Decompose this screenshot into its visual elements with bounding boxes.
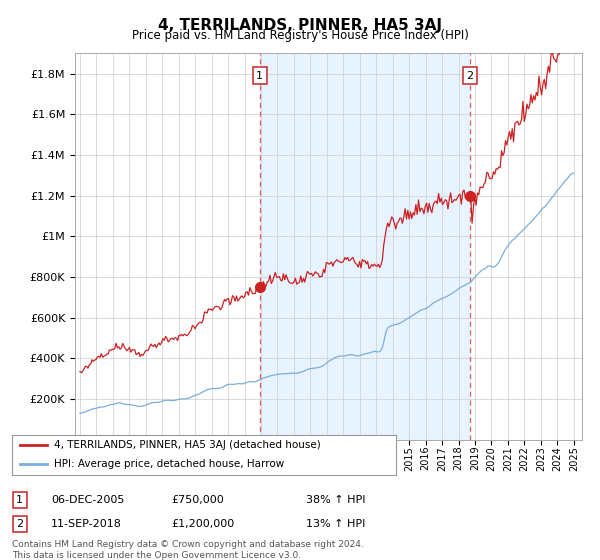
Text: 1: 1 xyxy=(256,71,263,81)
Text: 4, TERRILANDS, PINNER, HA5 3AJ (detached house): 4, TERRILANDS, PINNER, HA5 3AJ (detached… xyxy=(54,441,321,450)
Text: Price paid vs. HM Land Registry's House Price Index (HPI): Price paid vs. HM Land Registry's House … xyxy=(131,29,469,42)
Text: 1: 1 xyxy=(16,495,23,505)
Text: Contains HM Land Registry data © Crown copyright and database right 2024.
This d: Contains HM Land Registry data © Crown c… xyxy=(12,540,364,559)
Text: 2: 2 xyxy=(16,519,23,529)
Text: 38% ↑ HPI: 38% ↑ HPI xyxy=(306,495,365,505)
Text: 4, TERRILANDS, PINNER, HA5 3AJ: 4, TERRILANDS, PINNER, HA5 3AJ xyxy=(158,18,442,33)
Bar xyxy=(260,53,470,440)
Text: £1,200,000: £1,200,000 xyxy=(171,519,234,529)
Text: 11-SEP-2018: 11-SEP-2018 xyxy=(51,519,122,529)
Text: HPI: Average price, detached house, Harrow: HPI: Average price, detached house, Harr… xyxy=(54,459,284,469)
Text: 2: 2 xyxy=(467,71,473,81)
Text: 13% ↑ HPI: 13% ↑ HPI xyxy=(306,519,365,529)
Text: 06-DEC-2005: 06-DEC-2005 xyxy=(51,495,124,505)
Text: £750,000: £750,000 xyxy=(171,495,224,505)
